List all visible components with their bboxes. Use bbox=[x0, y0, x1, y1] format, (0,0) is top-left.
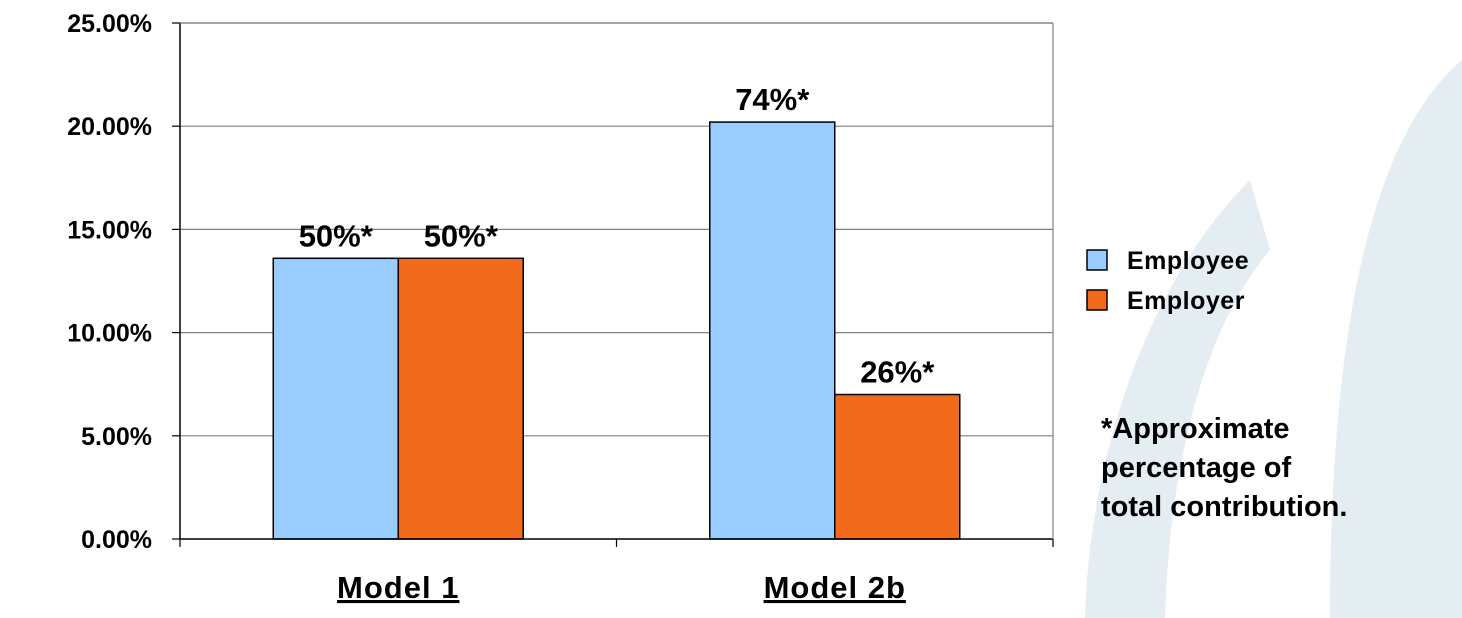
bar-employer bbox=[397, 257, 524, 540]
x-category-label: Model 2b bbox=[764, 570, 906, 605]
data-label: 74%* bbox=[735, 82, 810, 117]
legend-label-employee: Employee bbox=[1127, 247, 1249, 275]
y-tick-label: 20.00% bbox=[67, 113, 152, 141]
y-tick-labels: 0.00% 5.00% 10.00% 15.00% 20.00% 25.00% bbox=[67, 10, 152, 554]
y-tick-label: 10.00% bbox=[67, 320, 152, 348]
bar-employee bbox=[272, 257, 399, 540]
y-tick-label: 5.00% bbox=[81, 423, 152, 451]
footnote-line-2: percentage of bbox=[1101, 452, 1292, 484]
legend: Employee Employer bbox=[1086, 247, 1249, 315]
data-label: 26%* bbox=[860, 355, 935, 390]
y-tick-label: 25.00% bbox=[67, 10, 152, 38]
background-swoosh-inner bbox=[1085, 180, 1270, 618]
legend-swatch-employer bbox=[1086, 289, 1108, 311]
bars bbox=[272, 121, 961, 540]
data-label: 50%* bbox=[424, 218, 499, 253]
background-swoosh-outer bbox=[1330, 60, 1462, 618]
bar-employer bbox=[834, 393, 961, 540]
y-tick-label: 0.00% bbox=[81, 526, 152, 554]
background-swoosh-decoration bbox=[1085, 60, 1462, 618]
data-label: 50%* bbox=[299, 218, 374, 253]
bar-employee bbox=[709, 121, 836, 540]
y-tick-label: 15.00% bbox=[67, 216, 152, 244]
data-labels: 50%* 50%* 74%* 26%* bbox=[299, 82, 936, 389]
footnote-approximate-percentage: *Approximate percentage of total contrib… bbox=[1101, 410, 1461, 527]
legend-label-employer: Employer bbox=[1127, 287, 1245, 315]
footnote-line-3: total contribution. bbox=[1101, 491, 1348, 523]
legend-swatch-employee bbox=[1086, 249, 1108, 271]
x-category-labels: Model 1 Model 2b bbox=[337, 570, 906, 605]
axes bbox=[172, 22, 1054, 547]
footnote-line-1: *Approximate bbox=[1101, 413, 1290, 445]
x-category-label: Model 1 bbox=[337, 570, 459, 605]
